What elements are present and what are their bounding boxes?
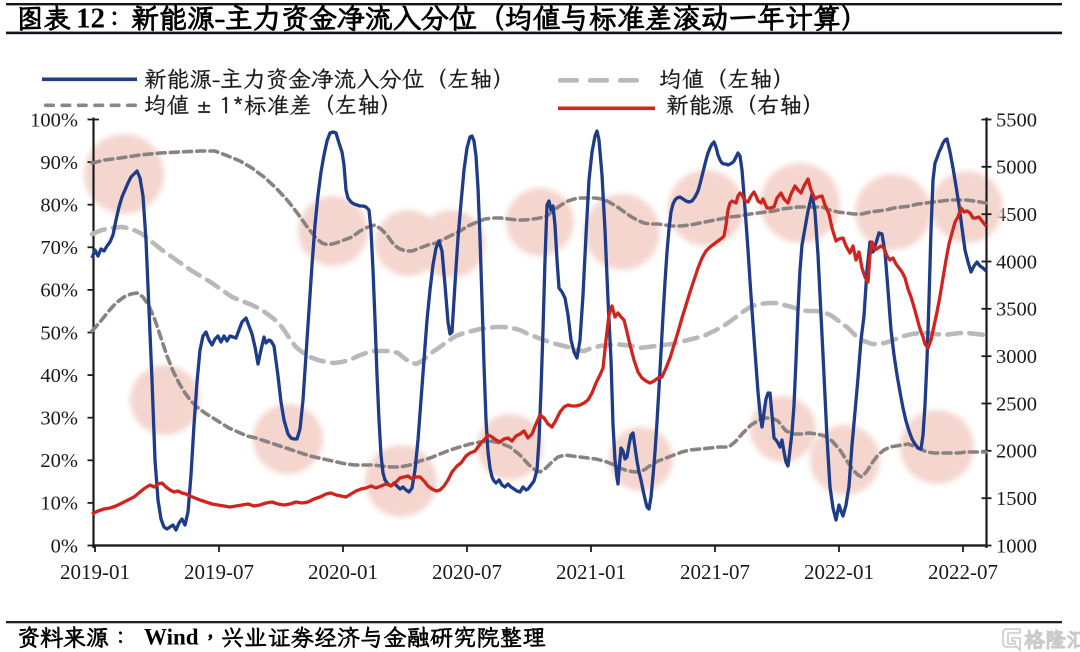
- svg-text:5000: 5000: [996, 157, 1037, 179]
- svg-text:90%: 90%: [40, 152, 78, 174]
- svg-text:0%: 0%: [51, 535, 78, 557]
- svg-text:2500: 2500: [996, 393, 1037, 415]
- svg-text:20%: 20%: [40, 450, 78, 472]
- svg-text:80%: 80%: [40, 195, 78, 217]
- svg-text:12: 12: [76, 3, 105, 35]
- svg-text:2022-07: 2022-07: [928, 560, 998, 584]
- svg-text:1500: 1500: [996, 488, 1037, 510]
- svg-text:40%: 40%: [40, 365, 78, 387]
- svg-text:2019-01: 2019-01: [60, 560, 130, 584]
- svg-text:2021-01: 2021-01: [556, 560, 626, 584]
- svg-text:30%: 30%: [40, 408, 78, 430]
- svg-text:50%: 50%: [40, 322, 78, 344]
- svg-text:2019-07: 2019-07: [184, 560, 254, 584]
- svg-text:5500: 5500: [996, 109, 1037, 131]
- svg-text:100%: 100%: [30, 109, 78, 131]
- svg-text:10%: 10%: [40, 493, 78, 515]
- svg-text:2020-07: 2020-07: [432, 560, 502, 584]
- svg-text:70%: 70%: [40, 237, 78, 259]
- svg-text:3000: 3000: [996, 346, 1037, 368]
- svg-text:3500: 3500: [996, 299, 1037, 321]
- svg-text:Wind: Wind: [144, 625, 199, 650]
- svg-text:2020-01: 2020-01: [308, 560, 378, 584]
- svg-text:60%: 60%: [40, 280, 78, 302]
- svg-text:2022-01: 2022-01: [804, 560, 874, 584]
- svg-text:4000: 4000: [996, 251, 1037, 273]
- svg-text:1000: 1000: [996, 535, 1037, 557]
- svg-text:2021-07: 2021-07: [680, 560, 750, 584]
- svg-text:2000: 2000: [996, 441, 1037, 463]
- svg-text:4500: 4500: [996, 204, 1037, 226]
